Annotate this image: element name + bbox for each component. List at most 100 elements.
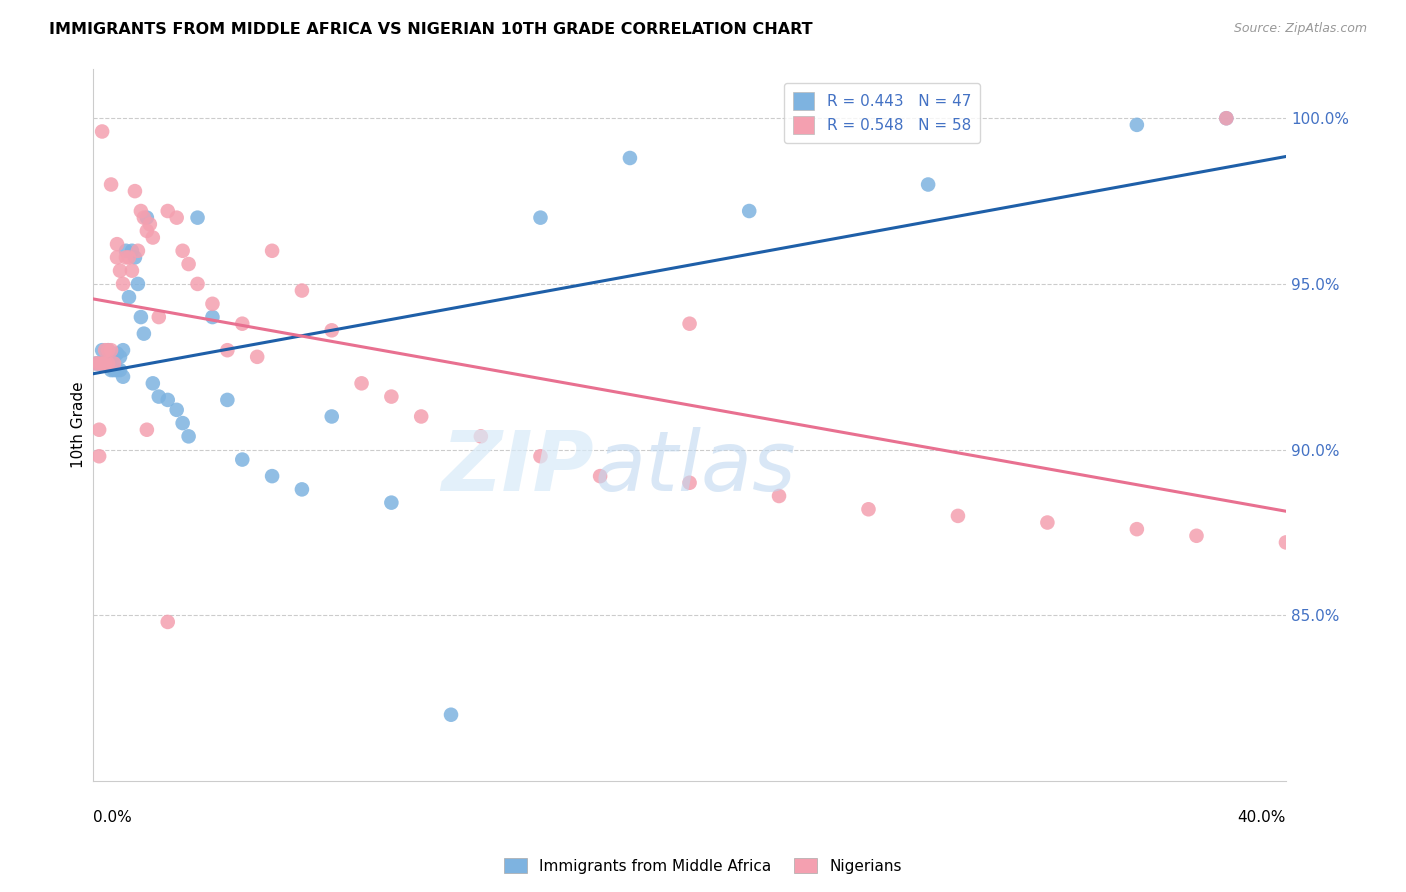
Point <box>103 363 125 377</box>
Point <box>187 211 209 225</box>
Point <box>262 244 284 258</box>
Legend: R = 0.443   N = 47, R = 0.548   N = 58: R = 0.443 N = 47, R = 0.548 N = 58 <box>783 83 980 143</box>
Point <box>91 124 114 138</box>
Point <box>946 508 969 523</box>
Point <box>89 356 111 370</box>
Point <box>97 343 120 358</box>
Point <box>100 350 122 364</box>
Point <box>115 251 138 265</box>
Point <box>619 151 641 165</box>
Point <box>121 244 143 258</box>
Point <box>97 356 120 370</box>
Point <box>148 390 170 404</box>
Point <box>177 257 200 271</box>
Point <box>217 392 239 407</box>
Point <box>321 409 343 424</box>
Point <box>111 343 134 358</box>
Point <box>84 356 107 370</box>
Point <box>127 277 149 291</box>
Text: IMMIGRANTS FROM MIDDLE AFRICA VS NIGERIAN 10TH GRADE CORRELATION CHART: IMMIGRANTS FROM MIDDLE AFRICA VS NIGERIA… <box>49 22 813 37</box>
Point <box>97 356 120 370</box>
Point <box>91 356 114 370</box>
Point <box>111 369 134 384</box>
Point <box>231 317 253 331</box>
Point <box>738 204 761 219</box>
Point <box>1215 112 1237 126</box>
Point <box>105 251 128 265</box>
Point <box>217 343 239 358</box>
Point <box>321 323 343 337</box>
Point <box>105 346 128 360</box>
Point <box>529 211 551 225</box>
Point <box>470 429 492 443</box>
Point <box>1215 112 1237 126</box>
Point <box>589 469 612 483</box>
Point <box>246 350 269 364</box>
Point <box>172 416 194 430</box>
Point <box>97 343 120 358</box>
Point <box>89 356 111 370</box>
Point <box>89 449 111 463</box>
Point <box>231 452 253 467</box>
Point <box>108 350 131 364</box>
Point <box>100 363 122 377</box>
Point <box>187 277 209 291</box>
Point <box>129 204 152 219</box>
Point <box>166 402 188 417</box>
Point <box>858 502 880 516</box>
Point <box>91 356 114 370</box>
Point <box>132 326 155 341</box>
Point <box>678 475 700 490</box>
Point <box>91 343 114 358</box>
Point <box>380 495 402 509</box>
Point <box>139 217 162 231</box>
Point <box>156 392 179 407</box>
Point <box>201 297 224 311</box>
Text: 40.0%: 40.0% <box>1237 810 1286 824</box>
Point <box>1126 522 1149 536</box>
Point <box>135 211 157 225</box>
Point <box>411 409 433 424</box>
Point <box>380 390 402 404</box>
Point <box>124 184 146 198</box>
Point <box>201 310 224 324</box>
Point <box>118 251 141 265</box>
Point <box>84 356 107 370</box>
Point <box>291 284 314 298</box>
Point <box>94 343 117 358</box>
Point <box>108 363 131 377</box>
Point <box>103 350 125 364</box>
Point <box>529 449 551 463</box>
Point <box>94 356 117 370</box>
Point <box>262 469 284 483</box>
Point <box>115 244 138 258</box>
Point <box>1036 516 1059 530</box>
Point <box>89 423 111 437</box>
Point <box>135 224 157 238</box>
Point <box>135 423 157 437</box>
Y-axis label: 10th Grade: 10th Grade <box>72 382 86 468</box>
Point <box>121 263 143 277</box>
Point <box>142 376 165 391</box>
Point <box>440 707 463 722</box>
Point <box>105 237 128 252</box>
Point <box>100 178 122 192</box>
Point <box>917 178 939 192</box>
Point <box>1275 535 1298 549</box>
Point <box>177 429 200 443</box>
Point <box>148 310 170 324</box>
Text: 0.0%: 0.0% <box>93 810 132 824</box>
Point <box>103 356 125 370</box>
Point <box>129 310 152 324</box>
Point <box>132 211 155 225</box>
Point <box>105 363 128 377</box>
Point <box>1126 118 1149 132</box>
Point <box>124 251 146 265</box>
Text: atlas: atlas <box>595 427 796 508</box>
Text: Source: ZipAtlas.com: Source: ZipAtlas.com <box>1233 22 1367 36</box>
Point <box>768 489 790 503</box>
Legend: Immigrants from Middle Africa, Nigerians: Immigrants from Middle Africa, Nigerians <box>498 852 908 880</box>
Point <box>172 244 194 258</box>
Point <box>127 244 149 258</box>
Point <box>166 211 188 225</box>
